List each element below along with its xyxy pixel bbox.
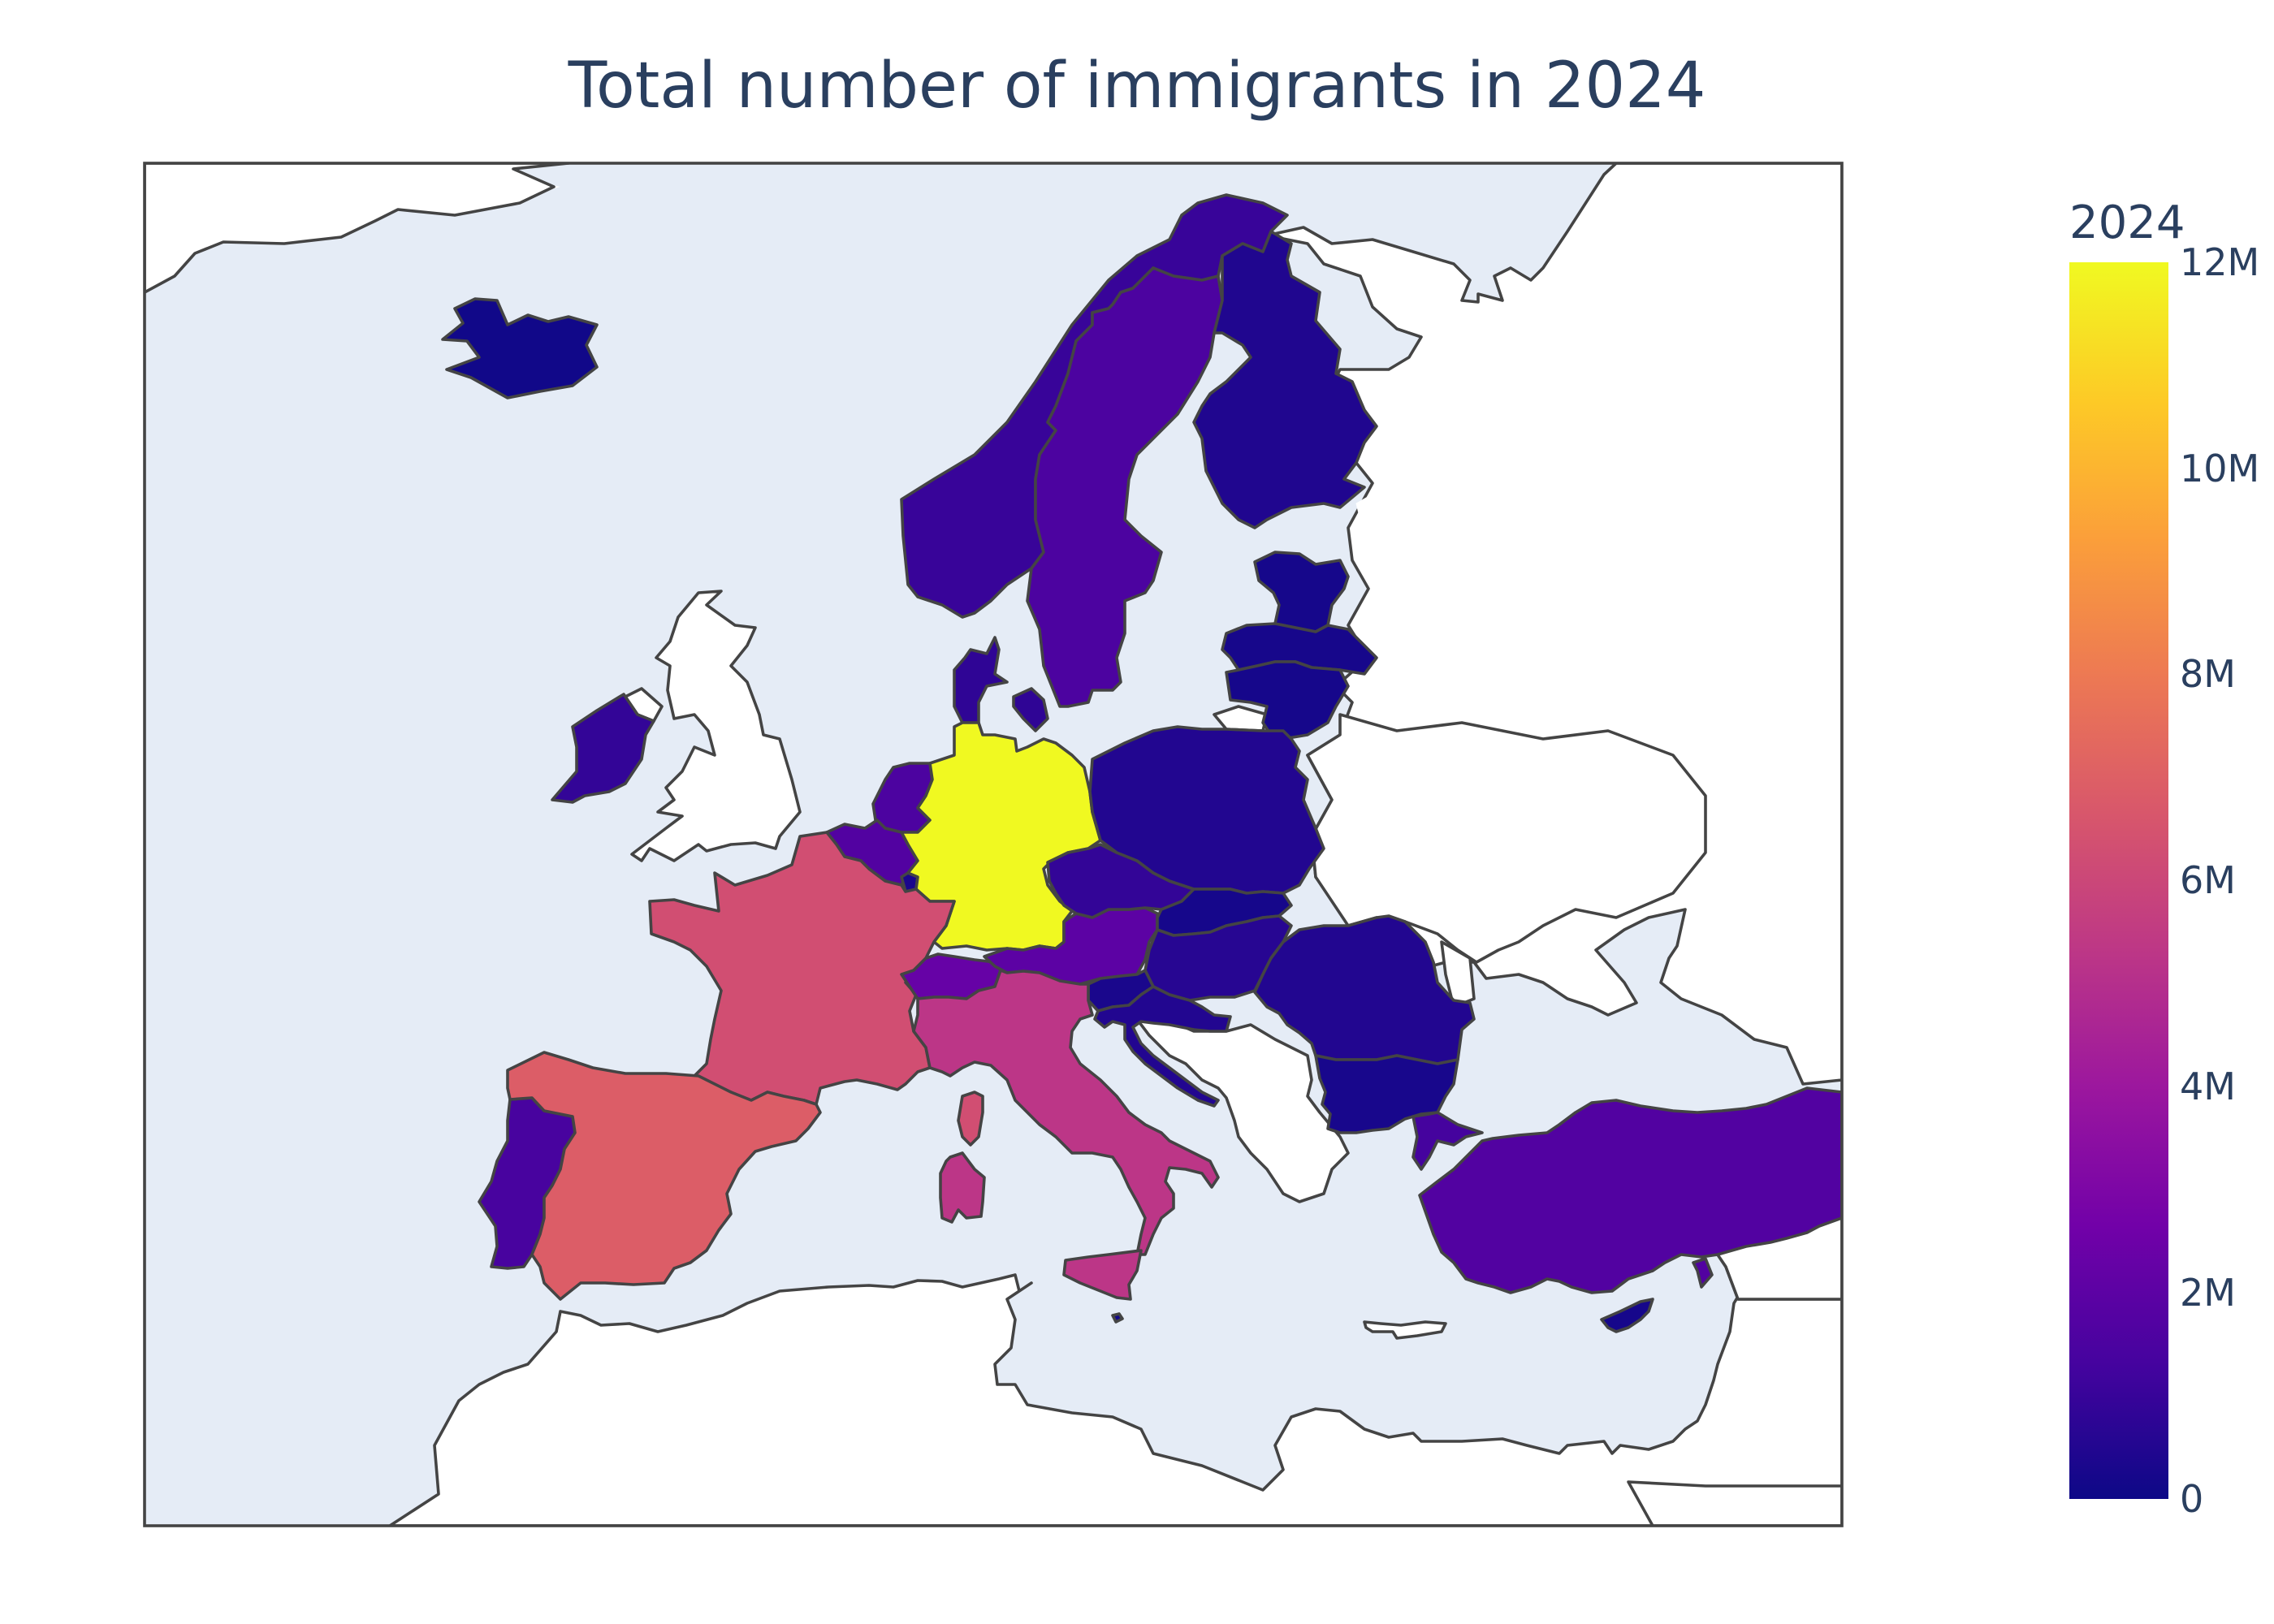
country-turkey [1418, 1086, 1842, 1294]
chart-title: Total number of immigrants in 2024 [568, 50, 1706, 123]
country-sweden [1026, 266, 1224, 708]
country-poland [1088, 725, 1325, 895]
land-crete [1363, 1320, 1447, 1340]
colorbar-tick-label: 2M [2180, 1271, 2236, 1315]
country-croatia [1093, 985, 1232, 1108]
colorbar [2069, 262, 2168, 1499]
land-uk [630, 590, 802, 862]
country-ireland [551, 693, 655, 804]
country-italy [912, 969, 1220, 1256]
colorbar-tick-label: 6M [2180, 858, 2236, 902]
country-finland [1192, 230, 1378, 529]
map-frame [143, 162, 1844, 1527]
country-estonia [1253, 551, 1350, 633]
colorbar-tick-label: 8M [2180, 652, 2236, 696]
land-north-africa [388, 1200, 1842, 1526]
land-western-balkans [1127, 1007, 1350, 1203]
lake-ladoga [1355, 486, 1414, 537]
colorbar-tick-label: 10M [2180, 447, 2260, 490]
country-france [648, 831, 956, 1106]
land-levant [1627, 1480, 1842, 1526]
country-denmark [953, 636, 1049, 732]
country-malta [1111, 1312, 1124, 1324]
colorbar-tick-label: 4M [2180, 1065, 2236, 1108]
country-iceland [441, 297, 599, 400]
country-italy-sardinia [939, 1151, 986, 1224]
country-lithuania [1225, 660, 1350, 741]
country-cyprus [1600, 1298, 1654, 1333]
lake-onega [1424, 430, 1472, 492]
country-greece [1412, 1111, 1484, 1171]
colorbar-tick-label: 12M [2180, 240, 2260, 284]
colorbar-title: 2024 [2069, 197, 2185, 249]
country-spain [506, 1051, 822, 1301]
land-greenland [145, 163, 570, 294]
country-italy-sicily [1062, 1249, 1143, 1301]
country-france-corsica [957, 1091, 984, 1147]
colorbar-tick-label: 0 [2180, 1477, 2204, 1521]
